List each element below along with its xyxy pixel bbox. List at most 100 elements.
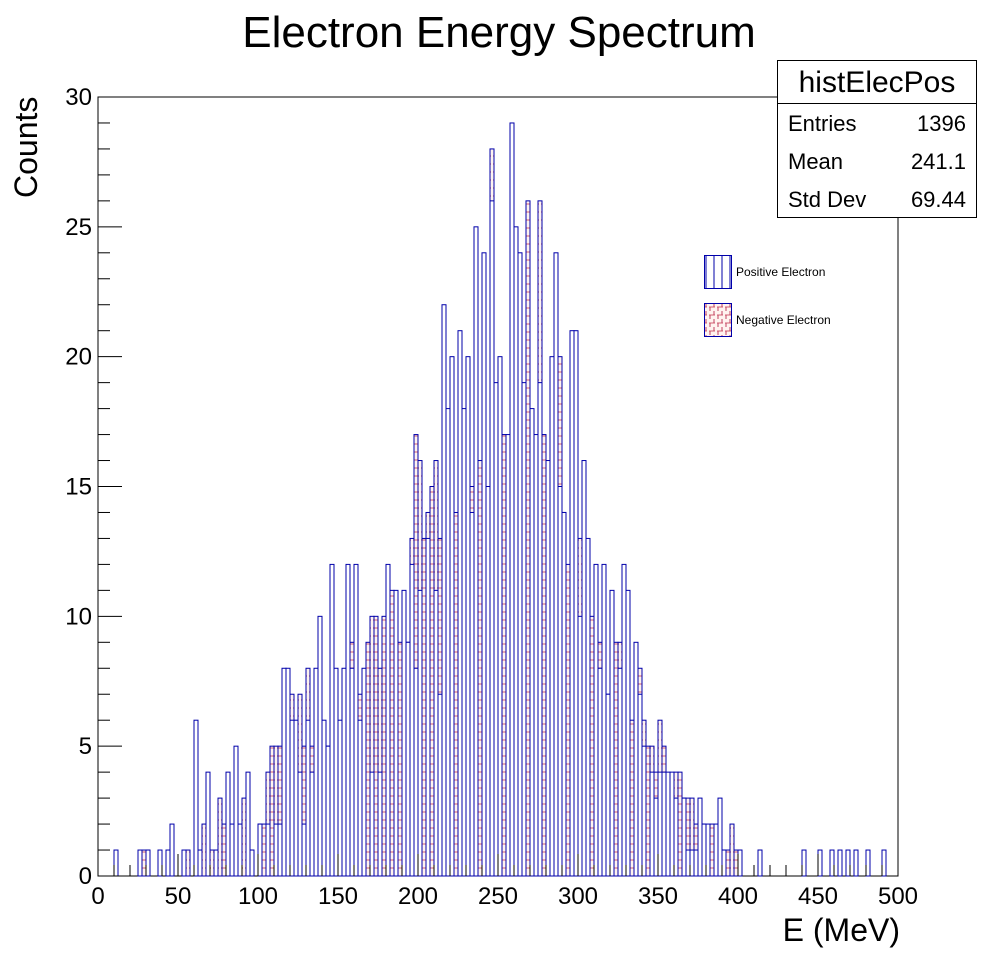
stats-entries-label: Entries bbox=[788, 111, 857, 136]
positive-electron-bin-bar bbox=[605, 693, 611, 877]
positive-electron-bin-bar bbox=[557, 486, 563, 877]
positive-electron-bin-bar bbox=[865, 849, 871, 877]
stats-std-value: 69.44 bbox=[910, 187, 966, 212]
positive-electron-bin-bar bbox=[537, 382, 543, 877]
positive-electron-bin-bar bbox=[553, 252, 559, 877]
legend: Positive Electron Negative Electron bbox=[704, 248, 884, 344]
legend-entry-negative: Negative Electron bbox=[704, 296, 884, 344]
positive-electron-bin-bar bbox=[493, 382, 499, 877]
positive-electron-bin-bar bbox=[169, 823, 175, 877]
x-tick-label: 0 bbox=[91, 883, 104, 910]
negative-electron-bin-bar bbox=[477, 460, 483, 877]
negative-electron-bin-bar bbox=[645, 745, 651, 877]
negative-electron-bin-bar bbox=[729, 823, 735, 877]
negative-electron-bin-bar bbox=[565, 563, 571, 877]
stats-row-mean: Mean 241.1 bbox=[778, 142, 976, 180]
x-tick-label: 350 bbox=[638, 883, 678, 910]
legend-label-positive: Positive Electron bbox=[736, 265, 826, 279]
positive-electron-bin-bar bbox=[393, 589, 399, 877]
positive-electron-bin-bar bbox=[573, 330, 579, 877]
positive-electron-bin-bar bbox=[461, 408, 467, 877]
x-tick-label: 200 bbox=[398, 883, 438, 910]
positive-electron-bin-bar bbox=[853, 849, 859, 877]
stats-title: histElecPos bbox=[778, 61, 976, 104]
positive-electron-bin-bar bbox=[653, 797, 659, 877]
positive-electron-bin-bar bbox=[649, 771, 655, 877]
positive-electron-bin-bar bbox=[289, 719, 295, 877]
positive-electron-bin-bar bbox=[469, 511, 475, 877]
positive-electron-bin-bar bbox=[661, 771, 667, 877]
positive-electron-bin-bar bbox=[249, 849, 255, 877]
positive-electron-bin-bar bbox=[401, 589, 407, 877]
positive-electron-bin-bar bbox=[349, 667, 355, 877]
y-tick-label: 5 bbox=[79, 733, 92, 760]
negative-electron-bin-bar bbox=[629, 719, 635, 877]
negative-electron-bin-bar bbox=[677, 771, 683, 877]
positive-electron-bin-bar bbox=[669, 771, 675, 877]
positive-electron-bin-bar bbox=[317, 615, 323, 877]
y-tick-label: 25 bbox=[65, 214, 92, 241]
positive-electron-bin-bar bbox=[637, 693, 643, 877]
positive-electron-bin-bar bbox=[693, 849, 699, 877]
positive-electron-bin-bar bbox=[593, 563, 599, 877]
positive-electron-bin-bar bbox=[417, 589, 423, 877]
positive-electron-bin-bar bbox=[313, 667, 319, 877]
positive-electron-bin-bar bbox=[245, 771, 251, 877]
negative-electron-bin-bar bbox=[217, 797, 223, 877]
positive-electron-bin-bar bbox=[229, 823, 235, 877]
positive-electron-bin-bar bbox=[449, 356, 455, 877]
y-tick-label: 0 bbox=[79, 863, 92, 890]
positive-electron-bin-bar bbox=[385, 563, 391, 877]
positive-electron-bin-bar bbox=[517, 252, 523, 877]
positive-electron-bin-bar bbox=[713, 823, 719, 877]
positive-electron-bin-bar bbox=[549, 356, 555, 877]
stats-row-entries: Entries 1396 bbox=[778, 104, 976, 142]
y-tick-label: 15 bbox=[65, 474, 92, 501]
positive-electron-bin-bar bbox=[689, 849, 695, 877]
positive-electron-bin-bar bbox=[817, 849, 823, 877]
positive-electron-bin-bar bbox=[145, 849, 151, 877]
negative-electron-bin-bar bbox=[141, 849, 147, 877]
positive-electron-bin-bar bbox=[225, 771, 231, 877]
positive-electron-bin-bar bbox=[113, 849, 119, 877]
x-tick-label: 150 bbox=[318, 883, 358, 910]
positive-electron-bin-bar bbox=[165, 849, 171, 877]
y-tick-label: 10 bbox=[65, 603, 92, 630]
negative-electron-bin-bar bbox=[421, 537, 427, 877]
positive-electron-bin-bar bbox=[721, 849, 727, 877]
x-axis-label: E (MeV) bbox=[782, 912, 900, 948]
positive-electron-bin-bar bbox=[181, 849, 187, 877]
positive-electron-bin-bar bbox=[309, 771, 315, 877]
positive-electron-bin-bar bbox=[737, 849, 743, 877]
negative-electron-bin-bar bbox=[201, 823, 207, 877]
positive-electron-bin-bar bbox=[625, 589, 631, 877]
positive-electron-bin-bar bbox=[285, 667, 291, 877]
positive-electron-bin-bar bbox=[705, 823, 711, 877]
positive-electron-bin-bar bbox=[157, 849, 163, 877]
positive-electron-bin-bar bbox=[585, 537, 591, 877]
positive-electron-bin-bar bbox=[513, 226, 519, 877]
positive-electron-bin-bar bbox=[325, 745, 331, 877]
stats-mean-label: Mean bbox=[788, 149, 844, 174]
positive-electron-bin-bar bbox=[681, 797, 687, 877]
positive-electron-bin-bar bbox=[597, 667, 603, 877]
positive-electron-bin-bar bbox=[829, 849, 835, 877]
positive-electron-bin-bar bbox=[569, 330, 575, 877]
negative-electron-bin-bar bbox=[185, 849, 191, 877]
positive-electron-bin-bar bbox=[405, 641, 411, 877]
positive-electron-bin-bar bbox=[377, 771, 383, 877]
positive-electron-bin-bar bbox=[437, 693, 443, 877]
positive-electron-bin-bar bbox=[293, 719, 299, 877]
x-tick-label: 450 bbox=[798, 883, 838, 910]
positive-electron-bin-bar bbox=[465, 356, 471, 877]
x-tick-label: 300 bbox=[558, 883, 598, 910]
negative-electron-bin-bar bbox=[389, 589, 395, 877]
positive-electron-bin-bar bbox=[273, 823, 279, 877]
negative-electron-bin-bar bbox=[261, 823, 267, 877]
positive-electron-bin-bar bbox=[321, 719, 327, 877]
positive-electron-bin-bar bbox=[685, 849, 691, 877]
positive-electron-bin-bar bbox=[489, 200, 495, 877]
positive-electron-bin-bar bbox=[353, 563, 359, 877]
negative-electron-bin-bar bbox=[709, 823, 715, 877]
